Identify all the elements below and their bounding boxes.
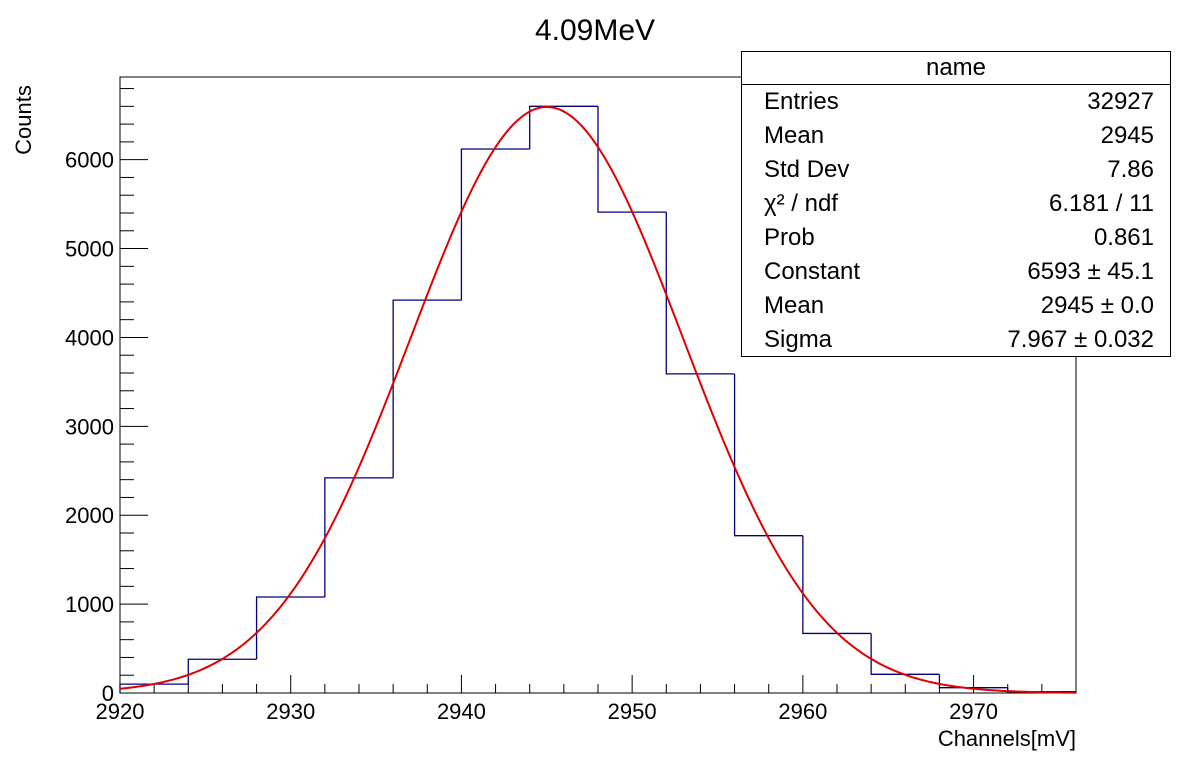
- stats-row-value: 2945 ± 0.0: [1040, 292, 1154, 319]
- histogram-bin: [255, 596, 325, 660]
- stats-row: Sigma 7.967 ± 0.032: [742, 323, 1170, 357]
- x-tick-label: 2930: [266, 699, 315, 724]
- x-tick-label: 2950: [608, 699, 657, 724]
- y-tick-label: 5000: [65, 237, 114, 262]
- stats-row-label: Std Dev: [764, 156, 850, 183]
- histogram-bin: [529, 105, 598, 149]
- x-tick-label: 2920: [96, 699, 145, 724]
- histogram-bin: [802, 535, 872, 635]
- histogram-bin: [938, 674, 1008, 689]
- stats-row-value: 0.861: [1093, 224, 1154, 251]
- axis-ticks: [119, 88, 1077, 694]
- y-tick-label: 4000: [65, 325, 114, 350]
- stats-row: Constant 6593 ± 45.1: [742, 255, 1170, 289]
- x-axis-label: Channels[mV]: [938, 726, 1076, 751]
- histogram-bin: [460, 148, 530, 301]
- chart-title: 4.09MeV: [535, 14, 655, 47]
- stats-row-label: Entries: [764, 88, 839, 115]
- stats-row: χ² / ndf 6.181 / 11: [742, 187, 1170, 221]
- stats-row-label: Prob: [764, 224, 815, 251]
- histogram-bin: [733, 373, 803, 537]
- histogram-bin: [324, 477, 394, 597]
- stats-row: Mean 2945 ± 0.0: [742, 289, 1170, 323]
- stats-row: Entries 32927: [742, 85, 1170, 119]
- stats-row-label: Constant: [764, 258, 861, 285]
- histogram-bin: [665, 212, 735, 375]
- histogram-bin: [119, 683, 189, 693]
- gaussian-fit-curve: [119, 105, 1077, 694]
- stats-row-value: 6.181 / 11: [1049, 190, 1154, 217]
- stats-row-label: Mean: [764, 122, 825, 149]
- stats-row-value: 32927: [1087, 88, 1154, 115]
- y-tick-label: 3000: [65, 414, 114, 439]
- y-tick-label: 2000: [65, 503, 114, 528]
- x-tick-label: 2970: [949, 699, 998, 724]
- stats-row-value: 2945: [1100, 122, 1154, 149]
- y-tick-label: 1000: [65, 592, 114, 617]
- stats-box-title: name: [742, 52, 1170, 85]
- stats-row-label: Sigma: [764, 326, 833, 353]
- histogram-bin: [870, 633, 940, 675]
- stats-row-value: 6593 ± 45.1: [1027, 258, 1154, 285]
- x-tick-label: 2940: [437, 699, 486, 724]
- stats-rows: Entries 32927 Mean 2945 Std Dev 7.86 χ² / ndf 6…: [742, 85, 1170, 357]
- stats-row-label: χ² / ndf: [764, 190, 838, 217]
- y-tick-label: 0: [102, 681, 114, 706]
- stats-row: Std Dev 7.86: [742, 153, 1170, 187]
- stats-box: name Entries 32927 Mean 2945 Std Dev 7.86 χ² /…: [741, 51, 1171, 357]
- stats-row-value: 7.86: [1107, 156, 1154, 183]
- histogram-bin: [597, 106, 667, 213]
- stats-row-value: 7.967 ± 0.032: [1007, 326, 1154, 353]
- y-axis-label: Counts: [11, 85, 36, 155]
- x-tick-label: 2960: [778, 699, 827, 724]
- histogram-bin: [392, 299, 462, 478]
- stats-row-label: Mean: [764, 292, 825, 319]
- y-tick-label: 6000: [65, 148, 114, 173]
- axis-tick-labels: 2920 2930 2940 2950 2960 2970 0 1000 2000 3000 400…: [65, 148, 998, 724]
- stats-row: Prob 0.861: [742, 221, 1170, 255]
- histogram-bins: [119, 105, 1076, 693]
- stats-row: Mean 2945: [742, 119, 1170, 153]
